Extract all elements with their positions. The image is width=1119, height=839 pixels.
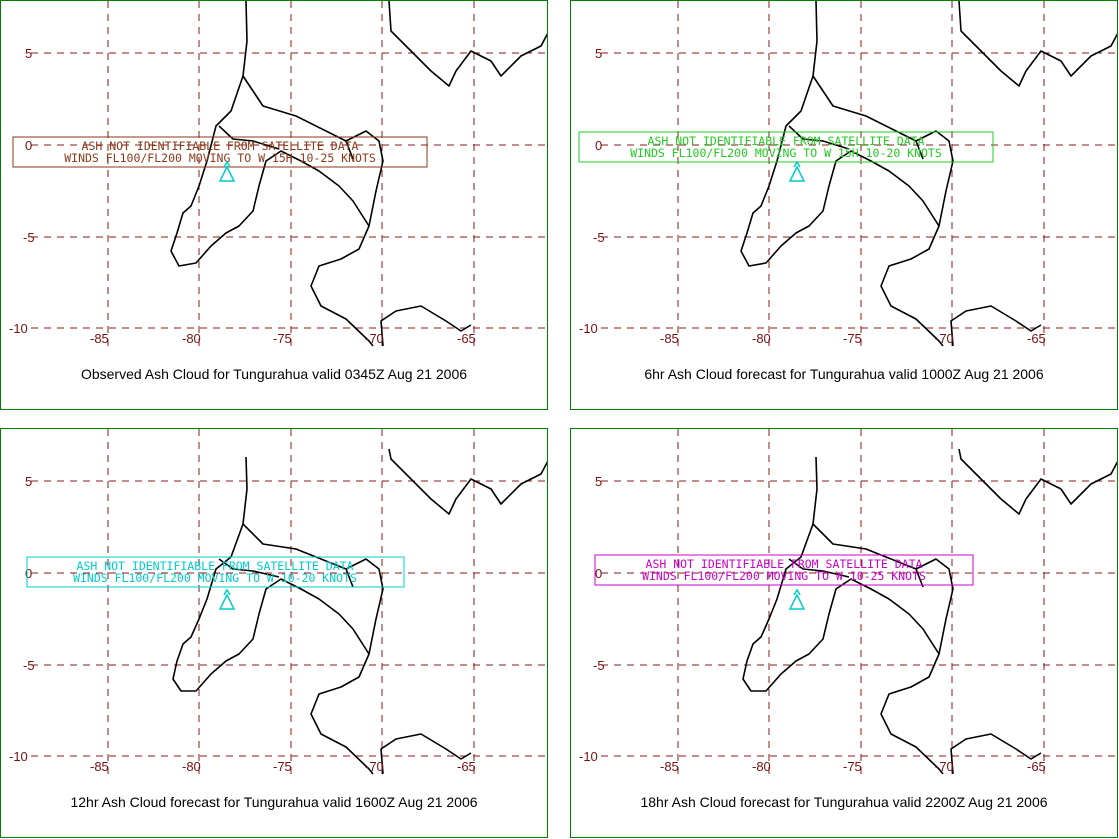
svg-text:-85: -85 <box>660 759 679 774</box>
svg-text:0: 0 <box>25 566 32 581</box>
svg-text:-10: -10 <box>579 749 598 764</box>
latitude-labels: 5 0 -5 -10 <box>9 474 35 764</box>
svg-text:-80: -80 <box>182 331 201 346</box>
svg-text:WINDS FL100/FL200 MOVING TO W: WINDS FL100/FL200 MOVING TO W 10-20 KNOT… <box>73 571 357 585</box>
svg-text:-75: -75 <box>273 759 292 774</box>
map-canvas: 5 0 -5 -10 -85 -80 -75 -70 -65 ASH NOT I… <box>9 1 547 347</box>
svg-text:-65: -65 <box>457 759 476 774</box>
svg-text:-85: -85 <box>90 331 109 346</box>
volcano-icon <box>788 588 806 610</box>
svg-text:-80: -80 <box>752 759 771 774</box>
svg-text:5: 5 <box>25 474 32 489</box>
map-canvas: 5 0 -5 -10 -85 -80 -75 -70 -65 ASH NOT I… <box>578 1 1117 347</box>
map-panel-18hr: 5 0 -5 -10 -85 -80 -75 -70 -65 ASH NOT I… <box>570 428 1118 838</box>
svg-text:-5: -5 <box>593 658 605 673</box>
longitude-labels: -85 -80 -75 -70 -65 <box>90 759 476 774</box>
svg-text:-70: -70 <box>365 331 384 346</box>
panel-caption: 12hr Ash Cloud forecast for Tungurahua v… <box>70 794 478 810</box>
svg-text:-80: -80 <box>752 331 771 346</box>
map-canvas: 5 0 -5 -10 -85 -80 -75 -70 -65 ASH NOT I… <box>9 429 547 775</box>
map-panel-12hr: 5 0 -5 -10 -85 -80 -75 -70 -65 ASH NOT I… <box>0 428 548 838</box>
latitude-labels: 5 0 -5 -10 <box>579 474 605 764</box>
panel-caption: Observed Ash Cloud for Tungurahua valid … <box>80 366 468 382</box>
svg-text:-5: -5 <box>23 658 35 673</box>
svg-text:WINDS FL100/FL200 MOVING TO W: WINDS FL100/FL200 MOVING TO W 10-25 KNOT… <box>642 569 926 583</box>
ash-advisory-box: ASH NOT IDENTIFIABLE FROM SATELLITE DATA… <box>26 556 405 588</box>
svg-text:-10: -10 <box>9 749 28 764</box>
longitude-labels: -85 -80 -75 -70 -65 <box>90 331 476 346</box>
svg-text:0: 0 <box>25 138 32 153</box>
svg-text:-5: -5 <box>23 230 35 245</box>
svg-text:-65: -65 <box>457 331 476 346</box>
map-panel-6hr: 5 0 -5 -10 -85 -80 -75 -70 -65 ASH NOT I… <box>570 0 1118 410</box>
ash-advisory-box: ASH NOT IDENTIFIABLE FROM SATELLITE DATA… <box>594 554 974 586</box>
svg-text:-85: -85 <box>660 331 679 346</box>
svg-text:ASH NOT IDENTIFIABLE FROM SATE: ASH NOT IDENTIFIABLE FROM SATELLITE DATA <box>646 557 923 571</box>
ash-advisory-box: ASH NOT IDENTIFIABLE FROM SATELLITE DATA… <box>578 131 994 163</box>
grid-lines <box>601 429 1117 774</box>
volcano-icon <box>218 588 236 610</box>
svg-text:-10: -10 <box>579 321 598 336</box>
panel-caption: 18hr Ash Cloud forecast for Tungurahua v… <box>640 794 1048 810</box>
grid-lines <box>31 1 547 346</box>
svg-text:ASH NOT IDENTIFIABLE FROM SATE: ASH NOT IDENTIFIABLE FROM SATELLITE DATA <box>77 559 354 573</box>
grid-lines <box>31 429 547 774</box>
map-canvas: 5 0 -5 -10 -85 -80 -75 -70 -65 ASH NOT I… <box>579 429 1117 775</box>
volcano-icon <box>218 160 236 182</box>
svg-text:WINDS FL100/FL200 MOVING TO W: WINDS FL100/FL200 MOVING TO W 15H 10-20 … <box>630 146 942 160</box>
svg-text:5: 5 <box>595 474 602 489</box>
svg-text:ASH NOT IDENTIFIABLE FROM SATE: ASH NOT IDENTIFIABLE FROM SATELLITE DATA <box>82 139 359 153</box>
coastline <box>172 448 547 775</box>
svg-text:-65: -65 <box>1027 331 1046 346</box>
svg-text:-70: -70 <box>935 331 954 346</box>
svg-text:WINDS FL100/FL200 MOVING TO W: WINDS FL100/FL200 MOVING TO W 15H 10-25 … <box>64 151 376 165</box>
coastline <box>170 1 547 347</box>
svg-text:0: 0 <box>595 138 602 153</box>
longitude-labels: -85 -80 -75 -70 -65 <box>660 759 1046 774</box>
coastline <box>740 1 1117 347</box>
svg-text:5: 5 <box>25 46 32 61</box>
svg-text:-65: -65 <box>1027 759 1046 774</box>
svg-text:-10: -10 <box>9 321 28 336</box>
svg-text:-75: -75 <box>843 331 862 346</box>
svg-text:-70: -70 <box>935 759 954 774</box>
svg-text:-75: -75 <box>843 759 862 774</box>
volcano-icon <box>788 160 806 182</box>
grid-lines <box>601 1 1117 346</box>
svg-text:0: 0 <box>595 566 602 581</box>
latitude-labels: 5 0 -5 -10 <box>9 46 35 336</box>
latitude-labels: 5 0 -5 -10 <box>579 46 605 336</box>
ash-advisory-box: ASH NOT IDENTIFIABLE FROM SATELLITE DATA… <box>12 136 428 168</box>
longitude-labels: -85 -80 -75 -70 -65 <box>660 331 1046 346</box>
svg-text:-80: -80 <box>182 759 201 774</box>
svg-text:-85: -85 <box>90 759 109 774</box>
svg-text:-70: -70 <box>365 759 384 774</box>
coastline <box>742 448 1117 775</box>
panel-caption: 6hr Ash Cloud forecast for Tungurahua va… <box>644 366 1044 382</box>
svg-text:-75: -75 <box>273 331 292 346</box>
svg-text:5: 5 <box>595 46 602 61</box>
svg-text:ASH NOT IDENTIFIABLE FROM SATE: ASH NOT IDENTIFIABLE FROM SATELLITE DATA <box>648 134 925 148</box>
map-panel-observed: 5 0 -5 -10 -85 -80 -75 -70 -65 ASH NOT I… <box>0 0 548 410</box>
svg-text:-5: -5 <box>593 230 605 245</box>
